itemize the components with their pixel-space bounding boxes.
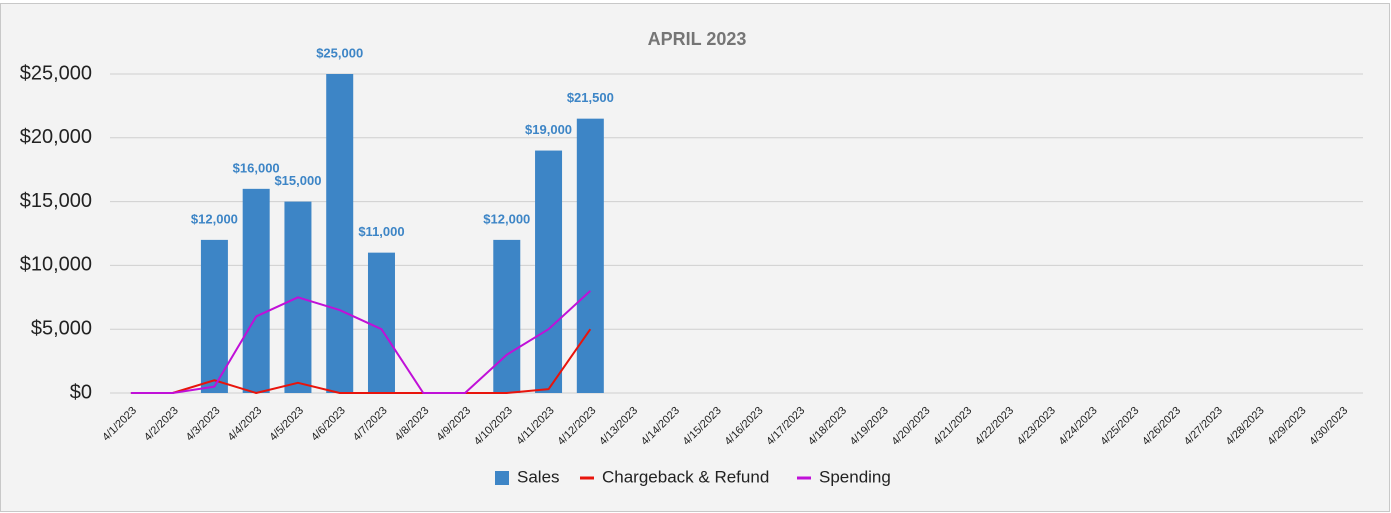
line	[130, 328, 592, 394]
bar	[535, 150, 563, 393]
bar	[200, 239, 228, 393]
data-label: $25,000	[316, 45, 363, 60]
data-label: $12,000	[191, 211, 238, 226]
data-label: $16,000	[233, 160, 280, 175]
y-tick-label: $5,000	[31, 317, 92, 339]
bar	[326, 74, 354, 393]
data-label: $11,000	[358, 224, 404, 239]
bar	[576, 118, 604, 393]
y-tick-label: $0	[70, 381, 92, 403]
bar	[242, 188, 270, 393]
legend-label: Sales	[517, 467, 560, 486]
legend-swatch	[495, 471, 509, 485]
legend-label: Chargeback & Refund	[602, 467, 769, 486]
data-label: $19,000	[525, 122, 572, 137]
data-label: $15,000	[274, 173, 321, 188]
bar	[493, 239, 521, 393]
bar	[367, 252, 395, 393]
chart-background	[0, 3, 1390, 512]
y-tick-label: $15,000	[20, 190, 92, 212]
data-label: $21,500	[567, 90, 614, 105]
line	[130, 290, 591, 394]
legend-label: Spending	[819, 467, 891, 486]
y-tick-label: $10,000	[20, 254, 92, 276]
y-tick-label: $20,000	[20, 126, 92, 148]
data-label: $12,000	[483, 211, 530, 226]
y-tick-label: $25,000	[20, 62, 92, 84]
chart-title: APRIL 2023	[648, 29, 747, 49]
